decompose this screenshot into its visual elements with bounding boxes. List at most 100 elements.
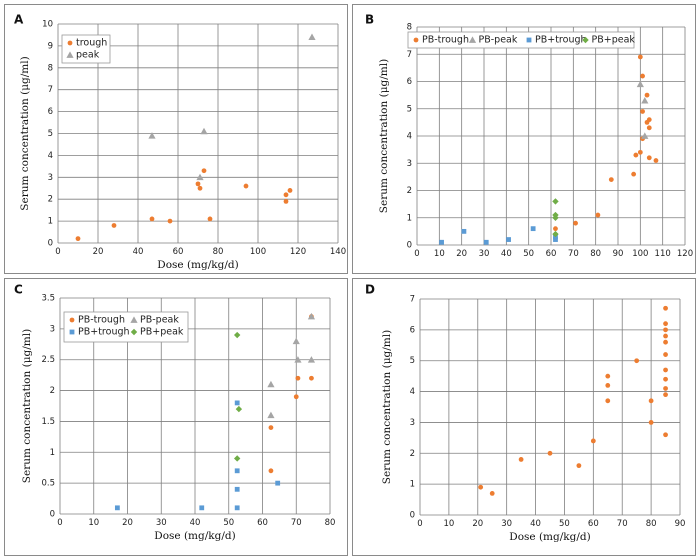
panel-d-point-series <box>518 457 524 462</box>
panel-d-point-series <box>663 352 668 357</box>
panel-d-y-axis-title: Serum concentration (μg/ml) <box>381 330 393 484</box>
panel-b-legend-label: PB+peak <box>592 35 636 46</box>
panel-c-letter: C <box>14 283 23 297</box>
panel-d-y-tick-label: 2 <box>410 449 415 459</box>
panel-b-y-tick-label: 6 <box>407 77 412 87</box>
panel-d-y-tick-label: 7 <box>410 295 415 305</box>
panel-b-frame <box>352 4 696 274</box>
panel-d-point-series <box>590 438 596 444</box>
panel-b-y-axis-title: Serum concentration (μg/ml) <box>378 59 390 213</box>
panel-a-point-trough <box>111 223 117 228</box>
panel-b-x-tick-label: 30 <box>479 249 490 259</box>
panel-b-legend-marker <box>413 37 419 43</box>
panel-c-point-pb-trough <box>293 394 299 400</box>
panel-b-y-tick-label: 4 <box>407 132 412 142</box>
panel-b-point-pb-trough <box>506 237 511 242</box>
panel-c-legend: PB-trough PB-peak PB+trough PB+peak <box>63 311 189 343</box>
panel-a-point-peak <box>148 132 156 139</box>
panel-d-x-tick-label: 80 <box>646 519 657 529</box>
panel-a-point-peak <box>308 33 316 41</box>
panel-d-point-series <box>648 420 654 425</box>
panel-b-x-tick-label: 60 <box>546 249 557 259</box>
panel-b-point-pb-trough <box>646 117 652 123</box>
panel-a-point-trough <box>167 218 173 224</box>
panel-b-point-pb-trough <box>595 212 601 218</box>
panel-c-point-pb-trough <box>268 425 274 430</box>
panel-d-x-tick-label: 20 <box>472 519 483 529</box>
panel-d-x-tick-label: 30 <box>501 519 512 529</box>
panel-a-y-tick-label: 10 <box>42 20 53 30</box>
panel-c-point-pb-peak <box>267 411 275 419</box>
panel-a-x-tick-label: 20 <box>93 247 104 257</box>
panel-c-point-pb-trough <box>199 505 205 511</box>
panel-c-x-tick-label: 70 <box>291 518 302 528</box>
panel-d-x-tick-label: 40 <box>530 519 541 529</box>
panel-b-point-pb-peak <box>636 80 644 88</box>
panel-b-x-tick-label: 20 <box>456 249 467 259</box>
panel-b-point-pb-trough <box>653 158 659 163</box>
panel-a-x-tick-label: 80 <box>213 247 224 257</box>
panel-a-point-trough <box>243 183 249 189</box>
panel-c-point-pb-trough <box>234 400 240 406</box>
panel-a-y-tick-label: 4 <box>48 151 53 161</box>
panel-a-point-trough <box>195 181 201 187</box>
panel-a-y-tick-label: 8 <box>48 63 53 73</box>
panel-c-point-pb-peak <box>235 405 243 413</box>
panel-d-x-axis-title: Dose (mg/kg/d) <box>509 531 590 543</box>
panel-a-x-tick-label: 100 <box>250 247 266 257</box>
panel-d-x-tick-label: 50 <box>559 519 570 529</box>
panel-b-y-tick-label: 8 <box>407 23 412 33</box>
panel-b-point-pb-trough <box>637 54 643 60</box>
panel-b-point-pb-trough <box>553 237 558 242</box>
panel-b-y-tick-label: 1 <box>407 213 412 223</box>
panel-d-letter: D <box>365 283 375 297</box>
panel-d-x-tick-label: 70 <box>617 519 628 529</box>
panel-d-point-series <box>489 491 495 496</box>
panel-d-point-series <box>663 321 668 327</box>
panel-a-point-peak <box>200 127 208 135</box>
panel-b-legend-label: PB+trough <box>535 35 587 46</box>
panel-b-point-pb-trough <box>631 171 637 177</box>
panel-b-point-pb-trough <box>637 149 643 155</box>
panel-d-point-series <box>605 373 611 379</box>
panel-d-y-tick-label: 6 <box>410 325 415 335</box>
panel-b-point-pb-trough <box>646 125 652 131</box>
panel-b-y-tick-label: 7 <box>407 50 412 60</box>
panel-a-y-tick-label: 2 <box>48 195 53 205</box>
panel-b-x-tick-label: 100 <box>632 249 648 259</box>
panel-b-point-pb-trough <box>553 226 558 232</box>
panel-d-y-tick-label: 0 <box>410 511 415 521</box>
panel-b-x-tick-label: 90 <box>613 249 624 259</box>
panel-a-x-tick-label: 0 <box>55 247 60 257</box>
panel-d-point-series <box>605 398 611 404</box>
panel-a-legend-label: peak <box>76 50 100 61</box>
panel-c-x-tick-label: 60 <box>257 518 268 528</box>
panel-b-point-pb-trough <box>483 239 489 245</box>
panel-a-legend-box <box>61 34 111 64</box>
panel-b-point-pb-trough <box>646 155 652 161</box>
panel-b-point-pb-peak <box>552 198 559 205</box>
panel-c-point-pb-trough <box>268 468 274 474</box>
panel-c-point-pb-trough <box>275 480 281 486</box>
panel-b-point-pb-trough <box>644 92 650 98</box>
panel-d-point-series <box>576 463 582 469</box>
panel-d-y-tick-label: 1 <box>410 480 415 490</box>
panel-a-point-trough <box>197 185 203 191</box>
panel-c-point-pb-peak <box>307 312 316 320</box>
panel-c-point-pb-trough <box>234 505 240 511</box>
panel-d-y-tick-label: 4 <box>410 387 415 397</box>
panel-c-y-tick-label: 2 <box>50 386 55 396</box>
panel-c-point-pb-trough <box>309 375 314 381</box>
panel-a-legend-marker <box>67 40 73 46</box>
panel-a-point-peak <box>196 173 204 181</box>
panel-a-x-tick-label: 120 <box>290 247 306 257</box>
panel-c-x-tick-label: 10 <box>88 518 99 528</box>
panel-c-legend-marker <box>130 316 138 323</box>
panel-c-point-pb-peak <box>307 356 316 363</box>
panel-a-y-tick-label: 5 <box>48 129 53 139</box>
panel-b-y-tick-label: 0 <box>407 241 412 251</box>
panel-b-x-tick-label: 0 <box>414 249 419 259</box>
panel-d-point-series <box>634 358 640 364</box>
